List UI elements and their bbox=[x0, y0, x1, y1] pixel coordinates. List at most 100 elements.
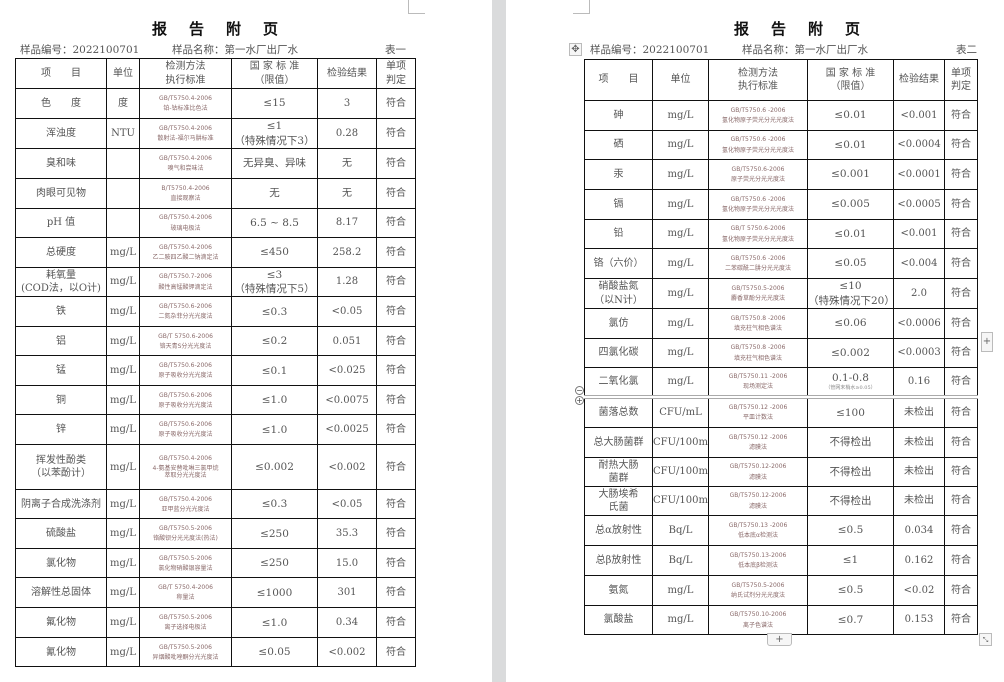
cell-result: 无 bbox=[317, 148, 377, 179]
cell-verdict: 符合 bbox=[944, 100, 978, 131]
cell-result: <0.001 bbox=[893, 219, 945, 249]
cell-item: 耐热大肠 菌群 bbox=[584, 457, 653, 487]
cell-limit: ≤0.01 bbox=[807, 100, 894, 131]
cell-limit: 不得检出 bbox=[807, 427, 894, 458]
cell-unit: mg/L bbox=[652, 367, 709, 397]
limit-value: ≤0.01 bbox=[834, 109, 867, 122]
method-standard: GB/T5750.5-2006 bbox=[159, 643, 212, 651]
method-standard: GB/T5750.5-2006 bbox=[159, 614, 212, 622]
add-column-button[interactable]: + bbox=[981, 332, 993, 352]
table-row: 总大肠菌群 CFU/100mL GB/T5750.12 -2006 滤膜法 不得检出 未检… bbox=[584, 427, 978, 458]
method-name: 纳氏试剂分光光度法 bbox=[730, 592, 785, 599]
cell-item: 铅 bbox=[584, 219, 653, 249]
limit-value: ≤0.05 bbox=[834, 257, 867, 270]
cell-limit: 6.5 ~ 8.5 bbox=[231, 208, 318, 238]
table-row: 挥发性酚类 （以苯酚计） mg/L GB/T5750.4-2006 4-氨基安替吡啉三… bbox=[15, 444, 416, 491]
cell-limit: ≤0.001 bbox=[807, 159, 894, 190]
cell-item: 汞 bbox=[584, 159, 653, 190]
cell-result: 未检出 bbox=[893, 486, 945, 516]
method-name: 原子荧光分光光度法 bbox=[730, 176, 785, 183]
cell-item: 锌 bbox=[15, 414, 107, 446]
page-gap bbox=[492, 0, 506, 682]
cell-result: <0.001 bbox=[893, 100, 945, 131]
table-row: 硒 mg/L GB/T5750.6 -2006 氢化物原子荧光分光光度法 ≤0.01 <0… bbox=[584, 130, 978, 160]
table-row: 四氯化碳 mg/L GB/T5750.8 -2006 填充柱气相色谱法 ≤0.002 <0… bbox=[584, 338, 978, 368]
add-row-button[interactable]: + bbox=[767, 633, 792, 646]
method-name: 原子吸收分光光度法 bbox=[158, 431, 213, 439]
cell-method: GB/T5750.8 -2006 填充柱气相色谱法 bbox=[708, 338, 808, 368]
method-name: 亚甲蓝分光光度法 bbox=[161, 505, 210, 513]
cell-limit: ≤0.005 bbox=[807, 189, 894, 220]
cell-method: GB/T5750.6 -2006 二苯碳酰二肼分光光度法 bbox=[708, 248, 808, 279]
cell-result: <0.0006 bbox=[893, 308, 945, 339]
cell-result: <0.0001 bbox=[893, 159, 945, 190]
table-resize-handle[interactable]: ⤡ bbox=[979, 633, 992, 646]
method-name: 氢化物原子荧光分光光度法 bbox=[721, 146, 794, 154]
cell-item: 溶解性总固体 bbox=[15, 577, 107, 609]
cell-item: 氯化物 bbox=[15, 548, 107, 579]
cell-item: 硫酸盐 bbox=[15, 518, 107, 550]
expand-icon[interactable]: + bbox=[575, 396, 584, 405]
cell-verdict: 符合 bbox=[376, 385, 416, 416]
cell-limit: ≤0.7 bbox=[807, 605, 894, 635]
cell-item: 臭和味 bbox=[15, 148, 107, 179]
table-move-handle[interactable]: ✥ bbox=[569, 43, 582, 56]
limit-value: ≤0.3 bbox=[261, 498, 288, 511]
method-name: 氯化物硝酸银容量法 bbox=[158, 564, 213, 572]
cell-verdict: 符合 bbox=[944, 486, 978, 516]
method-name: 滤膜法 bbox=[748, 502, 767, 510]
cell-item: 菌落总数 bbox=[584, 396, 653, 428]
cell-result: <0.0005 bbox=[893, 189, 945, 220]
cell-verdict: 符合 bbox=[944, 427, 978, 458]
table-row: 大肠埃希 氏菌 CFU/100mL GB/T5750.12-2006 滤膜法 不得检出 未… bbox=[584, 486, 978, 516]
cell-unit: mg/L bbox=[106, 577, 140, 609]
cell-item: 总硬度 bbox=[15, 237, 107, 268]
cell-verdict: 符合 bbox=[376, 237, 416, 268]
cell-unit bbox=[106, 148, 140, 179]
cell-method: GB/T5750.13-2006 低本底β检测法 bbox=[708, 545, 808, 576]
cell-result: 301 bbox=[317, 577, 377, 609]
cell-item: 总β放射性 bbox=[584, 545, 653, 576]
table-row: 硫酸盐 mg/L GB/T5750.5-2006 铬酸钡分光光度法(热法) ≤250 35… bbox=[15, 518, 416, 550]
method-name: 直接观察法 bbox=[170, 195, 201, 202]
cell-verdict: 符合 bbox=[376, 296, 416, 328]
sample-number: 样品编号：2022100701 bbox=[590, 44, 710, 56]
cell-verdict: 符合 bbox=[944, 278, 978, 309]
cell-result: <0.05 bbox=[317, 296, 377, 328]
cell-method: GB/T5750.6 -2006 氢化物原子荧光分光光度法 bbox=[708, 100, 808, 131]
cell-unit: mg/L bbox=[652, 100, 709, 131]
header-verdict: 单项 判定 bbox=[376, 58, 416, 89]
cell-verdict: 符合 bbox=[944, 219, 978, 249]
header-row: 项 目单位 检测方法 执行标准国 家 标 准 （限值） 检验结果 单项 判定 bbox=[584, 59, 978, 101]
cell-verdict: 符合 bbox=[944, 248, 978, 279]
method-standard: GB/T5750.6-2006 bbox=[159, 391, 212, 399]
limit-value: ≤0.002 bbox=[255, 461, 294, 474]
cell-method: GB/T5750.4-2006 玻璃电极法 bbox=[139, 208, 232, 238]
method-name: 二氮杂菲分光光度法 bbox=[158, 313, 213, 321]
cell-unit: mg/L bbox=[652, 219, 709, 249]
cell-result: 15.0 bbox=[317, 548, 377, 579]
header-result: 检验结果 bbox=[893, 59, 945, 101]
method-standard: GB/T5750.5-2006 bbox=[731, 284, 785, 292]
cell-verdict: 符合 bbox=[376, 178, 416, 209]
limit-value: 不得检出 bbox=[829, 494, 872, 507]
cell-limit: ≤1000 bbox=[231, 577, 318, 609]
method-name: 4-氨基安替吡啉三氯甲烷 萃取分光光度法 bbox=[152, 465, 219, 480]
cell-limit: ≤0.05 bbox=[807, 248, 894, 279]
cell-verdict: 符合 bbox=[376, 548, 416, 579]
cell-result: 0.034 bbox=[893, 515, 945, 546]
table-row: 硝酸盐氮 （以N计） mg/L GB/T5750.5-2006 麝香草酚分光光度法 ≤1… bbox=[584, 278, 978, 309]
collapse-icon[interactable]: − bbox=[575, 386, 584, 395]
cell-result: 258.2 bbox=[317, 237, 377, 268]
cell-result: 0.051 bbox=[317, 326, 377, 357]
cell-limit: ≤0.1 bbox=[231, 355, 318, 387]
cell-result: <0.0004 bbox=[893, 130, 945, 160]
method-standard: GB/T5750.5-2006 bbox=[159, 554, 212, 562]
cell-method: GB/T5750.4-2006 亚甲蓝分光光度法 bbox=[139, 489, 232, 520]
table-row: 色 度度 GB/T5750.4-2006 铂-钴标准比色法 ≤15 3 符合 bbox=[15, 88, 416, 119]
method-standard: GB/T5750.13-2006 bbox=[729, 551, 787, 559]
cell-result: <0.02 bbox=[893, 575, 945, 606]
cell-limit: ≤0.01 bbox=[807, 219, 894, 249]
method-name: 填充柱气相色谱法 bbox=[733, 354, 782, 362]
table-row: 铜 mg/L GB/T5750.6-2006 原子吸收分光光度法 ≤1.0 <0.0075… bbox=[15, 385, 416, 416]
